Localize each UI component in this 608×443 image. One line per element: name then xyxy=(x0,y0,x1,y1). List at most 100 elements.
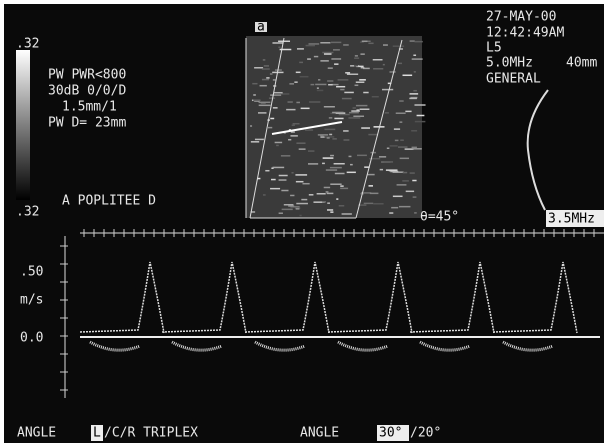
speckle xyxy=(360,108,370,110)
speckle xyxy=(260,85,267,87)
speckle xyxy=(409,98,417,100)
speckle xyxy=(314,56,318,58)
speckle xyxy=(354,57,359,59)
probe: L5 xyxy=(486,41,502,56)
speckle xyxy=(259,105,271,107)
speckle xyxy=(369,185,373,187)
footer-mode-selected: L xyxy=(93,426,101,441)
angle-label: θ=45° xyxy=(420,210,459,225)
speckle xyxy=(343,139,349,141)
grayscale-top: .32 xyxy=(16,37,39,52)
setting-line: 30dB 0/0/D xyxy=(48,84,126,99)
speckle xyxy=(322,201,326,203)
speckle xyxy=(334,63,338,65)
grayscale-bottom: .32 xyxy=(16,205,39,220)
speckle xyxy=(385,112,389,114)
speckle xyxy=(331,58,341,60)
speckle xyxy=(340,185,343,187)
speckle xyxy=(414,41,422,43)
speckle xyxy=(361,67,365,69)
speckle xyxy=(263,194,266,196)
b-mode-image: a xyxy=(246,20,426,219)
speckle xyxy=(413,90,417,92)
speckle xyxy=(273,107,278,109)
speckle xyxy=(270,118,274,120)
speckle xyxy=(274,92,283,94)
speckle xyxy=(379,156,386,158)
speckle xyxy=(322,163,325,165)
speckle xyxy=(370,193,379,195)
speckle xyxy=(255,139,264,141)
speckle xyxy=(411,130,417,132)
speckle xyxy=(399,100,403,102)
speckle xyxy=(305,129,313,131)
speckle xyxy=(397,184,407,186)
speckle xyxy=(270,188,280,190)
speckle xyxy=(356,109,359,111)
speckle xyxy=(333,49,340,51)
speckle xyxy=(296,208,300,210)
speckle xyxy=(318,79,320,81)
speckle xyxy=(364,203,374,205)
speckle xyxy=(299,215,301,217)
speckle xyxy=(266,77,269,79)
speckle xyxy=(299,62,303,64)
speckle xyxy=(359,79,366,81)
speckle xyxy=(309,101,320,103)
speckle xyxy=(330,167,342,169)
speckle xyxy=(342,213,352,215)
speckle xyxy=(292,125,295,127)
speckle xyxy=(380,169,383,171)
speckle xyxy=(271,179,276,181)
speckle xyxy=(393,196,403,198)
frequency: 5.0MHz xyxy=(486,56,533,71)
speckle xyxy=(295,174,307,176)
speckle xyxy=(368,134,378,136)
setting-line: PW D= 23mm xyxy=(48,116,126,131)
speckle xyxy=(409,93,418,95)
speckle xyxy=(399,121,402,123)
speckle xyxy=(290,135,297,137)
speckle xyxy=(356,105,367,107)
speckle xyxy=(324,129,335,131)
speckle xyxy=(402,180,409,182)
speckle xyxy=(334,163,345,165)
speckle xyxy=(355,85,359,87)
speckle xyxy=(363,92,368,94)
speckle xyxy=(282,209,293,211)
speckle xyxy=(289,83,294,85)
speckle xyxy=(273,79,276,81)
speckle xyxy=(324,106,335,108)
speckle xyxy=(294,81,297,83)
footer-angle2: ANGLE xyxy=(300,426,339,441)
speckle xyxy=(372,96,379,98)
speckle xyxy=(336,86,345,88)
speckle xyxy=(301,199,307,201)
speckle xyxy=(269,97,275,99)
footer-angle2-selected: 30° xyxy=(379,426,402,441)
speckle xyxy=(320,42,330,44)
speckle xyxy=(394,128,400,130)
speckle xyxy=(327,80,333,82)
speckle xyxy=(410,172,415,174)
speckle xyxy=(288,139,291,141)
speckle xyxy=(293,123,300,125)
speckle xyxy=(318,134,328,136)
speckle xyxy=(327,202,330,204)
speckle xyxy=(334,118,343,120)
footer-angle2-rest: /20° xyxy=(410,426,441,441)
speckle xyxy=(309,194,314,196)
speckle xyxy=(290,195,294,197)
speckle xyxy=(336,198,338,200)
speckle xyxy=(296,142,305,144)
speckle xyxy=(414,104,425,106)
speckle xyxy=(415,121,426,123)
speckle xyxy=(307,58,311,60)
speckle xyxy=(311,84,315,86)
scale-unit: m/s xyxy=(20,293,43,308)
scale-zero: 0.0 xyxy=(20,331,43,346)
speckle xyxy=(417,115,425,117)
preset: GENERAL xyxy=(486,72,541,87)
speckle xyxy=(338,79,349,81)
speckle xyxy=(373,59,383,61)
